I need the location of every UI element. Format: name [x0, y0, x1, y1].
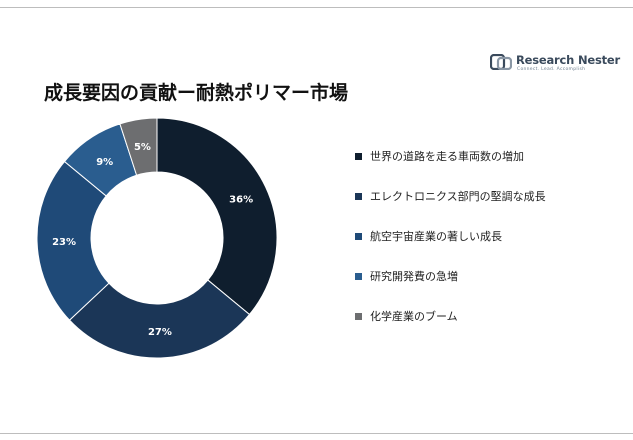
slice-value-label-2: 27%	[148, 327, 172, 338]
top-divider	[0, 7, 633, 8]
legend-item-4: 研究開発費の急増	[355, 267, 615, 285]
legend-item-3: 航空宇宙産業の著しい成長	[355, 227, 615, 245]
donut-slice-1	[156, 117, 278, 316]
legend-label: 研究開発費の急増	[370, 270, 458, 283]
slice-value-label-4: 9%	[96, 157, 113, 168]
donut-chart: 36% 27% 23% 9% 5%	[36, 117, 278, 359]
legend-label: 世界の道路を走る車両数の増加	[370, 150, 524, 163]
legend-swatch	[355, 152, 362, 160]
bottom-divider	[0, 433, 633, 434]
legend-label: 航空宇宙産業の著しい成長	[370, 230, 502, 243]
chart-legend: 世界の道路を走る車両数の増加エレクトロニクス部門の堅調な成長 航空宇宙産業の著しい…	[355, 147, 615, 347]
legend-label: 化学産業のブーム	[370, 310, 458, 323]
legend-swatch	[355, 272, 362, 280]
brand-name: Research Nester	[516, 53, 620, 67]
legend-swatch	[355, 232, 362, 240]
brand-logo: Research Nester Connect. Lead. Accomplis…	[490, 52, 620, 76]
chart-title: 成長要因の貢献ー耐熱ポリマー市場	[44, 82, 349, 104]
donut-slice-5	[119, 117, 158, 176]
brand-tagline: Connect. Lead. Accomplish	[517, 67, 586, 72]
legend-item-2: エレクトロニクス部門の堅調な成長	[355, 187, 615, 205]
legend-swatch	[355, 312, 362, 320]
donut-slice-2	[68, 279, 251, 359]
legend-item-1: 世界の道路を走る車両数の増加	[355, 147, 615, 165]
legend-swatch	[355, 192, 362, 200]
slice-value-label-1: 36%	[229, 194, 253, 205]
slice-value-label-3: 23%	[52, 237, 76, 248]
legend-label: エレクトロニクス部門の堅調な成長	[370, 190, 546, 203]
legend-item-5: 化学産業のブーム	[355, 307, 615, 325]
slice-value-label-5: 5%	[134, 142, 151, 153]
research-nester-logo-icon	[490, 54, 512, 70]
